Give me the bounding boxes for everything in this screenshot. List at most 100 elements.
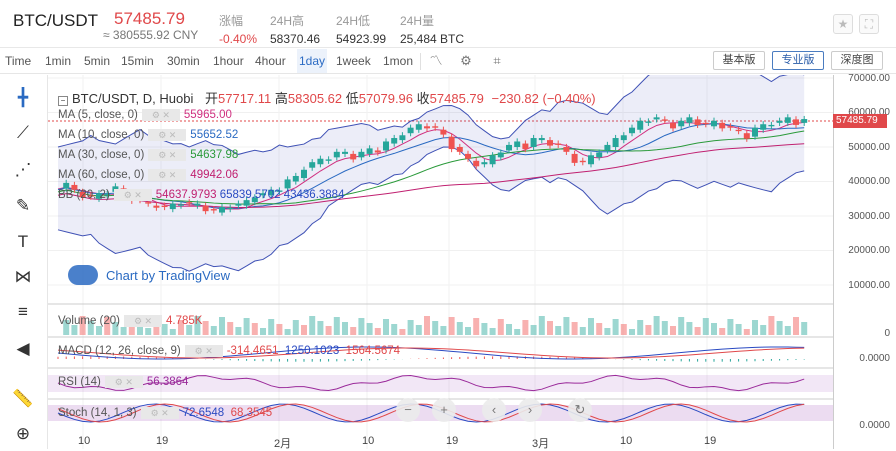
measure-icon[interactable]: ≡ — [18, 302, 28, 321]
tf-5min[interactable]: 5min — [84, 54, 111, 68]
volume-bar — [284, 329, 291, 335]
volume-bar — [169, 329, 176, 335]
volume-bar — [243, 318, 250, 335]
stoch-k-line — [57, 403, 805, 423]
macd-legend: MACD (12, 26, close, 9) ⚙ ✕ -314.4651 1250… — [58, 345, 401, 358]
volume-bar — [522, 320, 529, 335]
close-label: 收 — [416, 91, 430, 106]
basic-view-button[interactable]: 基本版 — [713, 51, 765, 70]
study-ma5[interactable]: MA (5, close, 0) ⚙ ✕ 55965.00 — [58, 109, 232, 122]
change-value: −230.82 (−0.40%) — [491, 91, 596, 106]
study-bb[interactable]: BB (20, 2) ⚙ ✕ 54637.9793 65839.5702 43436… — [58, 189, 345, 202]
candle — [612, 138, 619, 147]
text-icon[interactable]: T — [17, 232, 29, 251]
volume-bar — [448, 317, 455, 335]
scroll-left-button[interactable]: ‹ — [482, 398, 506, 422]
tf-1week[interactable]: 1week — [336, 54, 371, 68]
candle — [194, 203, 201, 206]
ruler-icon[interactable]: 📏 — [12, 389, 34, 408]
pro-view-button[interactable]: 专业版 — [772, 51, 824, 70]
pattern-icon[interactable]: ⋈ — [14, 267, 32, 286]
tf-1mon[interactable]: 1mon — [383, 54, 414, 68]
fullscreen-icon[interactable]: ⛶ — [859, 14, 879, 34]
tf-15min[interactable]: 15min — [121, 54, 154, 68]
volume-bar — [202, 321, 209, 335]
tf-1min[interactable]: 1min — [45, 54, 72, 68]
axis-label: 30000.00 — [848, 211, 890, 222]
candle — [735, 129, 742, 132]
volume-bar — [604, 328, 611, 335]
reset-button[interactable]: ↻ — [568, 398, 592, 422]
study-buttons: ⚙ ✕ — [148, 149, 187, 161]
tf-1hour[interactable]: 1hour — [213, 54, 244, 68]
volume-bar — [276, 324, 283, 335]
zoom-in-button[interactable]: + — [432, 398, 456, 422]
star-icon[interactable]: ★ — [833, 14, 853, 34]
stoch-legend: Stoch (14, 1, 3) ⚙ ✕ 72.6548 68.3545 — [58, 407, 273, 420]
study-ma60[interactable]: MA (60, close, 0) ⚙ ✕ 49942.06 — [58, 169, 239, 182]
candle — [325, 159, 332, 161]
fib-icon[interactable]: ⋰ — [14, 160, 32, 179]
axis-label: 50000.00 — [848, 142, 890, 153]
volume-bar — [694, 327, 701, 335]
depth-chart-button[interactable]: 深度图 — [831, 51, 883, 70]
price-tag: 57485.79 — [833, 114, 887, 128]
tradingview-watermark[interactable]: Chart by TradingView — [68, 265, 230, 285]
ma30-line — [57, 130, 805, 205]
volume-bar — [620, 324, 627, 335]
brush-icon[interactable]: ✎ — [15, 196, 31, 215]
trend-line-icon[interactable]: ⟋ — [17, 123, 29, 142]
price-chart[interactable] — [48, 75, 833, 449]
candle — [456, 147, 463, 152]
candle — [227, 207, 234, 210]
settings-icon[interactable]: ⚙ — [460, 53, 472, 68]
indicators-icon[interactable]: ⌗ — [493, 53, 501, 68]
volume-bar — [415, 325, 422, 335]
candle — [71, 184, 78, 190]
cny-price: ≈ 380555.92 CNY — [103, 28, 199, 42]
study-ma30[interactable]: MA (30, close, 0) ⚙ ✕ 54637.98 — [58, 149, 239, 162]
candle — [145, 202, 152, 204]
main-legend: − BTC/USDT, D, Huobi 开57717.11 高58305.62 … — [58, 88, 596, 107]
x-label: 10 — [78, 435, 91, 447]
crosshair-icon[interactable]: ╋ — [17, 88, 29, 107]
x-label: 19 — [446, 435, 459, 447]
scroll-right-button[interactable]: › — [518, 398, 542, 422]
candle — [670, 122, 676, 129]
tf-time[interactable]: Time — [5, 54, 32, 68]
back-icon[interactable]: ◀ — [16, 339, 30, 358]
candle — [588, 155, 594, 165]
chart-style-icon[interactable]: 〽 — [429, 53, 443, 68]
candle — [317, 158, 324, 165]
tradingview-logo-icon — [68, 265, 98, 285]
candle — [711, 120, 717, 127]
volume-bar — [760, 325, 767, 335]
candle — [186, 202, 193, 204]
volume-bar — [251, 323, 258, 335]
volume-bar — [194, 316, 201, 335]
tf-4hour[interactable]: 4hour — [255, 54, 286, 68]
study-ma10[interactable]: MA (10, close, 0) ⚙ ✕ 55652.52 — [58, 129, 239, 142]
tf-1day[interactable]: 1day — [296, 49, 328, 73]
collapse-icon[interactable]: − — [58, 96, 68, 106]
volume-bar — [210, 326, 217, 335]
volume-bar — [497, 319, 504, 335]
tf-30min[interactable]: 30min — [167, 54, 200, 68]
volume-bar — [186, 325, 193, 335]
volume-bar — [366, 323, 373, 335]
volume-bar — [702, 318, 709, 335]
volume-bar — [645, 325, 652, 335]
study-buttons: ⚙ ✕ — [141, 109, 180, 121]
volume-bar — [137, 323, 143, 335]
candle — [727, 126, 734, 128]
volume-bar — [301, 325, 307, 335]
candle — [784, 117, 791, 123]
volume-bar — [678, 317, 685, 335]
candle — [333, 151, 340, 158]
candle — [686, 117, 693, 123]
candle — [538, 138, 545, 141]
candle — [96, 193, 102, 199]
candle — [801, 119, 808, 123]
zoom-out-button[interactable]: − — [396, 398, 420, 422]
zoom-icon[interactable]: ⊕ — [15, 424, 31, 443]
